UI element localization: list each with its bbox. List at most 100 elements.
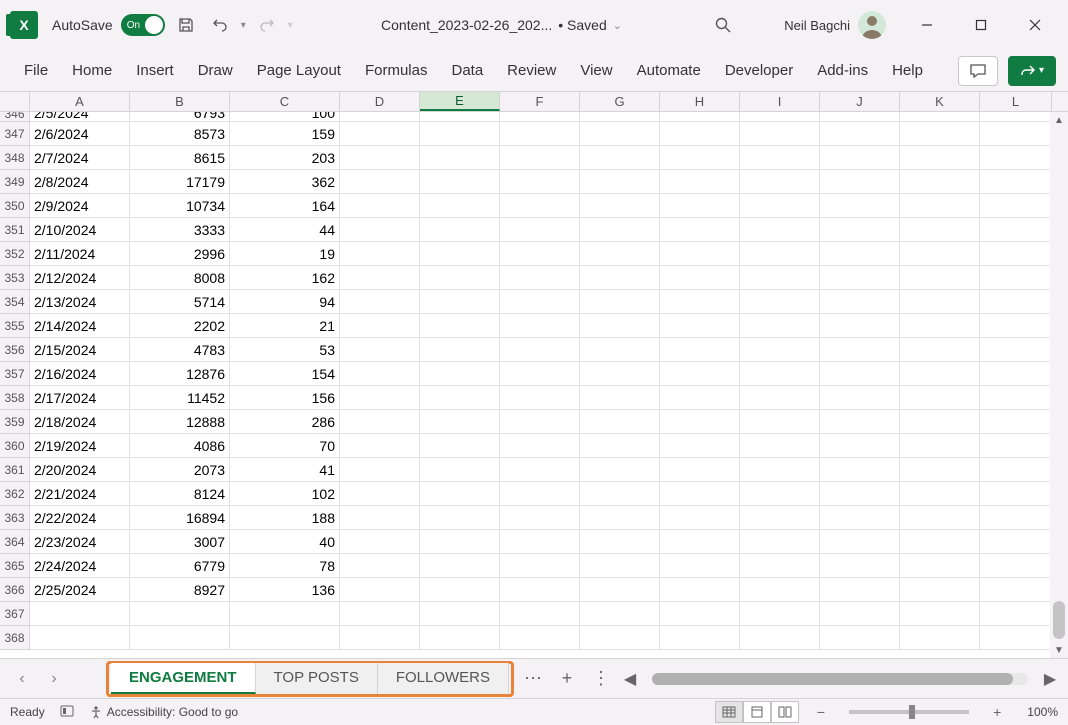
cell[interactable]	[340, 146, 420, 170]
cell[interactable]	[980, 458, 1052, 482]
cell[interactable]	[340, 602, 420, 626]
zoom-out-button[interactable]: −	[813, 704, 829, 720]
cell[interactable]	[820, 146, 900, 170]
cell[interactable]: 53	[230, 338, 340, 362]
cell[interactable]: 5714	[130, 290, 230, 314]
cell[interactable]	[420, 314, 500, 338]
row-header[interactable]: 367	[0, 602, 30, 626]
cell[interactable]	[660, 266, 740, 290]
ribbon-tab-view[interactable]: View	[568, 54, 624, 87]
cell[interactable]	[820, 434, 900, 458]
cell[interactable]	[900, 362, 980, 386]
cell[interactable]	[820, 578, 900, 602]
cell[interactable]	[660, 242, 740, 266]
cell[interactable]	[340, 290, 420, 314]
sheet-menu-icon[interactable]: ⋮	[586, 664, 616, 694]
cell[interactable]	[340, 338, 420, 362]
cell[interactable]	[740, 242, 820, 266]
column-header-J[interactable]: J	[820, 92, 900, 111]
cell[interactable]	[980, 482, 1052, 506]
cell[interactable]	[820, 338, 900, 362]
cell[interactable]	[500, 122, 580, 146]
cell[interactable]	[660, 194, 740, 218]
ribbon-tab-developer[interactable]: Developer	[713, 54, 805, 87]
redo-dropdown-icon[interactable]: ▾	[288, 20, 293, 31]
cell[interactable]	[980, 218, 1052, 242]
column-header-D[interactable]: D	[340, 92, 420, 111]
row-header[interactable]: 359	[0, 410, 30, 434]
cell[interactable]: 362	[230, 170, 340, 194]
cell[interactable]	[660, 112, 740, 122]
cell[interactable]: 8573	[130, 122, 230, 146]
cell[interactable]	[820, 410, 900, 434]
cell[interactable]	[660, 602, 740, 626]
row-header[interactable]: 347	[0, 122, 30, 146]
cell[interactable]: 12888	[130, 410, 230, 434]
cell[interactable]	[420, 386, 500, 410]
cell[interactable]	[900, 194, 980, 218]
cell[interactable]: 21	[230, 314, 340, 338]
row-header[interactable]: 352	[0, 242, 30, 266]
cell[interactable]	[580, 194, 660, 218]
cell[interactable]	[340, 112, 420, 122]
cell[interactable]	[900, 626, 980, 650]
cell[interactable]	[820, 458, 900, 482]
horizontal-scroll-track[interactable]	[652, 673, 1028, 685]
sheet-more-icon[interactable]: ⋯	[518, 664, 548, 694]
cell[interactable]	[420, 112, 500, 122]
cell[interactable]	[900, 146, 980, 170]
cell[interactable]	[420, 362, 500, 386]
cell[interactable]	[660, 458, 740, 482]
cell[interactable]: 4783	[130, 338, 230, 362]
cell[interactable]	[660, 170, 740, 194]
autosave-toggle[interactable]: On	[121, 14, 165, 36]
cell[interactable]	[980, 338, 1052, 362]
view-normal-icon[interactable]	[715, 701, 743, 723]
row-header[interactable]: 362	[0, 482, 30, 506]
cell[interactable]	[580, 458, 660, 482]
cell[interactable]: 2/18/2024	[30, 410, 130, 434]
cell[interactable]	[580, 170, 660, 194]
cell[interactable]	[420, 578, 500, 602]
cell[interactable]	[900, 338, 980, 362]
cell[interactable]: 3007	[130, 530, 230, 554]
cell[interactable]	[820, 170, 900, 194]
cell[interactable]	[740, 218, 820, 242]
cell[interactable]: 159	[230, 122, 340, 146]
cell[interactable]	[660, 146, 740, 170]
cell[interactable]: 2/10/2024	[30, 218, 130, 242]
cell[interactable]	[980, 626, 1052, 650]
cell[interactable]	[900, 410, 980, 434]
ribbon-tab-help[interactable]: Help	[880, 54, 935, 87]
ribbon-tab-page-layout[interactable]: Page Layout	[245, 54, 353, 87]
cell[interactable]	[900, 578, 980, 602]
cell[interactable]: 2/7/2024	[30, 146, 130, 170]
cell[interactable]: 94	[230, 290, 340, 314]
cell[interactable]	[500, 314, 580, 338]
row-header[interactable]: 366	[0, 578, 30, 602]
sheet-tab-top-posts[interactable]: TOP POSTS	[256, 663, 378, 694]
cell[interactable]: 19	[230, 242, 340, 266]
select-all-corner[interactable]	[0, 92, 30, 111]
minimize-button[interactable]	[904, 9, 950, 41]
cell[interactable]	[900, 386, 980, 410]
cell[interactable]	[340, 530, 420, 554]
cell[interactable]	[580, 506, 660, 530]
cell[interactable]	[500, 170, 580, 194]
cell[interactable]	[820, 626, 900, 650]
cell[interactable]	[980, 266, 1052, 290]
cell[interactable]	[580, 362, 660, 386]
cell[interactable]	[340, 626, 420, 650]
zoom-in-button[interactable]: +	[989, 704, 1005, 720]
avatar[interactable]	[858, 11, 886, 39]
sheet-tab-engagement[interactable]: ENGAGEMENT	[111, 663, 256, 694]
cell[interactable]	[340, 506, 420, 530]
sheet-nav-next-icon[interactable]: ›	[40, 665, 68, 693]
cell[interactable]	[660, 530, 740, 554]
column-header-A[interactable]: A	[30, 92, 130, 111]
cell[interactable]	[500, 338, 580, 362]
cell[interactable]	[580, 314, 660, 338]
cell[interactable]	[340, 170, 420, 194]
cell[interactable]	[740, 122, 820, 146]
cell[interactable]: 40	[230, 530, 340, 554]
